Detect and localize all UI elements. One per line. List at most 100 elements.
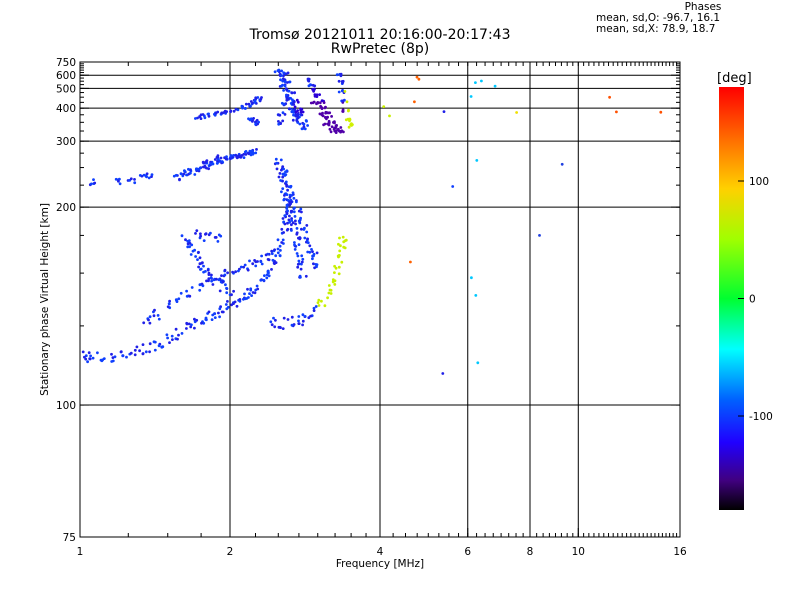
y-tick-label: 300 bbox=[56, 136, 76, 148]
data-point bbox=[286, 188, 289, 192]
colorbar-unit-label: [deg] bbox=[717, 71, 752, 86]
data-point bbox=[320, 106, 323, 109]
data-point bbox=[88, 357, 92, 361]
data-point bbox=[415, 75, 419, 79]
data-point bbox=[303, 236, 307, 240]
data-point bbox=[334, 266, 338, 270]
data-point bbox=[608, 95, 611, 99]
data-point bbox=[193, 173, 197, 176]
data-point bbox=[185, 173, 188, 177]
grid-lines bbox=[80, 62, 680, 537]
data-point bbox=[216, 110, 220, 114]
data-point bbox=[342, 240, 346, 244]
data-point bbox=[148, 342, 152, 346]
data-point bbox=[266, 258, 270, 261]
data-point bbox=[242, 156, 246, 160]
data-point bbox=[295, 119, 299, 122]
data-point bbox=[333, 271, 336, 274]
data-point bbox=[382, 105, 386, 108]
data-point bbox=[280, 241, 284, 244]
data-point bbox=[311, 250, 314, 254]
data-point bbox=[285, 207, 289, 210]
data-point bbox=[307, 84, 311, 88]
data-point bbox=[451, 185, 455, 188]
data-point bbox=[259, 278, 263, 282]
data-point bbox=[305, 224, 309, 227]
data-point bbox=[289, 209, 293, 213]
data-point bbox=[329, 292, 333, 295]
data-point bbox=[317, 298, 321, 302]
data-point bbox=[283, 113, 287, 116]
data-point bbox=[229, 154, 233, 157]
data-point bbox=[337, 79, 341, 83]
data-point bbox=[147, 318, 150, 322]
data-point bbox=[194, 117, 197, 120]
data-point bbox=[262, 278, 266, 282]
data-point bbox=[198, 256, 202, 260]
data-point bbox=[250, 149, 254, 153]
data-point bbox=[312, 306, 316, 310]
data-point bbox=[240, 154, 244, 157]
data-point bbox=[286, 209, 289, 213]
data-point bbox=[281, 175, 285, 179]
data-point bbox=[312, 252, 316, 256]
data-point bbox=[148, 315, 152, 319]
data-point bbox=[299, 207, 303, 211]
data-point bbox=[263, 274, 266, 277]
data-point bbox=[248, 259, 251, 263]
data-point bbox=[247, 296, 250, 299]
data-point bbox=[320, 299, 323, 303]
data-point bbox=[273, 248, 276, 252]
data-point bbox=[202, 161, 206, 165]
data-point bbox=[179, 172, 183, 176]
data-point bbox=[316, 101, 320, 105]
data-point bbox=[291, 118, 295, 122]
data-point bbox=[277, 120, 280, 123]
data-point bbox=[329, 130, 333, 134]
data-point bbox=[302, 125, 306, 129]
data-point bbox=[232, 154, 235, 157]
data-point bbox=[278, 172, 282, 175]
data-point bbox=[144, 350, 148, 354]
data-point bbox=[256, 287, 260, 291]
data-point bbox=[201, 113, 205, 116]
data-point bbox=[281, 165, 285, 169]
data-point bbox=[246, 268, 250, 272]
data-point bbox=[285, 203, 289, 207]
data-point bbox=[310, 248, 313, 251]
data-point bbox=[287, 185, 291, 189]
data-point bbox=[287, 218, 291, 222]
data-point bbox=[224, 157, 228, 161]
data-point bbox=[285, 228, 289, 232]
data-point bbox=[194, 168, 198, 171]
data-point bbox=[218, 315, 222, 319]
data-point bbox=[296, 116, 300, 120]
y-tick-label: 400 bbox=[56, 103, 76, 115]
data-point bbox=[244, 153, 248, 156]
data-point bbox=[236, 108, 240, 112]
data-point bbox=[314, 263, 318, 266]
phase-stats-o: mean, sd,O: -96.7, 16.1 bbox=[596, 12, 721, 24]
data-point bbox=[213, 236, 217, 239]
data-point bbox=[250, 294, 254, 297]
data-point bbox=[199, 234, 203, 238]
x-tick-label: 1 bbox=[77, 546, 84, 558]
data-point bbox=[345, 100, 349, 104]
phase-stats-x: mean, sd,X: 78.9, 18.7 bbox=[596, 23, 716, 35]
data-point bbox=[281, 327, 285, 330]
data-point bbox=[279, 249, 282, 252]
data-point bbox=[290, 200, 293, 204]
data-point bbox=[305, 230, 309, 234]
x-tick-label: 8 bbox=[527, 546, 534, 558]
data-point bbox=[295, 98, 299, 102]
data-point bbox=[280, 69, 283, 73]
data-point bbox=[288, 214, 291, 218]
chart-subtitle: RwPretec (8p) bbox=[330, 41, 430, 57]
data-point bbox=[276, 69, 280, 72]
data-point bbox=[254, 122, 257, 126]
data-point bbox=[210, 279, 214, 283]
data-point bbox=[230, 293, 233, 297]
x-axis-label: Frequency [MHz] bbox=[336, 558, 424, 570]
data-point bbox=[184, 238, 187, 242]
data-point bbox=[290, 91, 294, 95]
